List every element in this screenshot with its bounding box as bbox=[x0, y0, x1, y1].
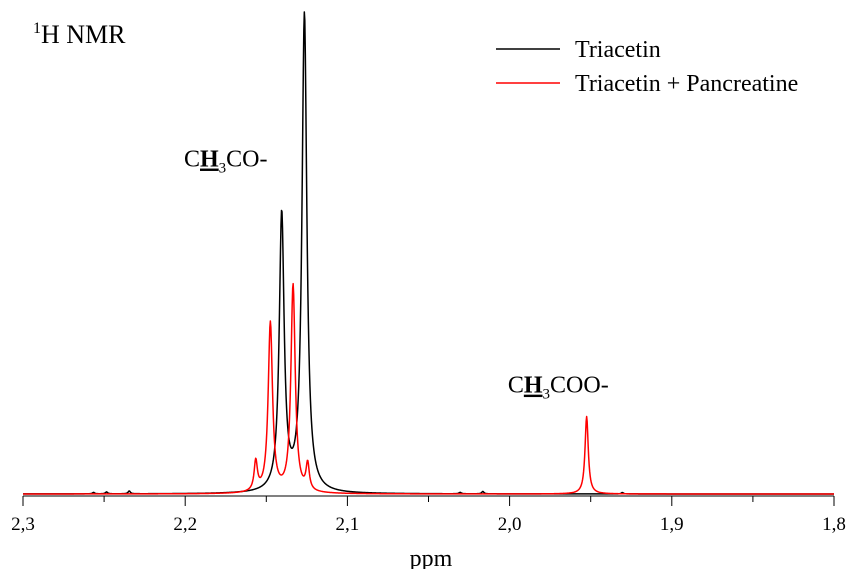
x-tick-label: 2,3 bbox=[11, 514, 35, 535]
series-line-triacetin-pancreatine bbox=[23, 284, 834, 494]
x-axis-label: ppm bbox=[410, 546, 453, 569]
x-tick-label: 2,1 bbox=[336, 514, 360, 535]
x-tick-label: 2,0 bbox=[498, 514, 522, 535]
chart-title-text: H NMR bbox=[41, 20, 126, 49]
peak-annotation: CH3CO- bbox=[184, 147, 268, 177]
x-axis-ticks bbox=[23, 496, 834, 506]
x-tick-label: 1,9 bbox=[660, 514, 684, 535]
chart-title-superscript: 1 bbox=[33, 20, 41, 37]
x-tick-label: 1,8 bbox=[822, 514, 846, 535]
peak-annotations: CH3CO- CH3COO- bbox=[184, 147, 609, 403]
legend-label-triacetin-pancreatine: Triacetin + Pancreatine bbox=[575, 71, 798, 97]
chart-title: 1H NMR bbox=[33, 20, 126, 49]
x-axis-tick-labels: 2,3 2,2 2,1 2,0 1,9 1,8 bbox=[11, 514, 846, 535]
peak-annotation: CH3COO- bbox=[508, 373, 609, 403]
x-tick-label: 2,2 bbox=[173, 514, 197, 535]
chart-legend: Triacetin Triacetin + Pancreatine bbox=[496, 37, 798, 97]
legend-label-triacetin: Triacetin bbox=[575, 37, 661, 63]
